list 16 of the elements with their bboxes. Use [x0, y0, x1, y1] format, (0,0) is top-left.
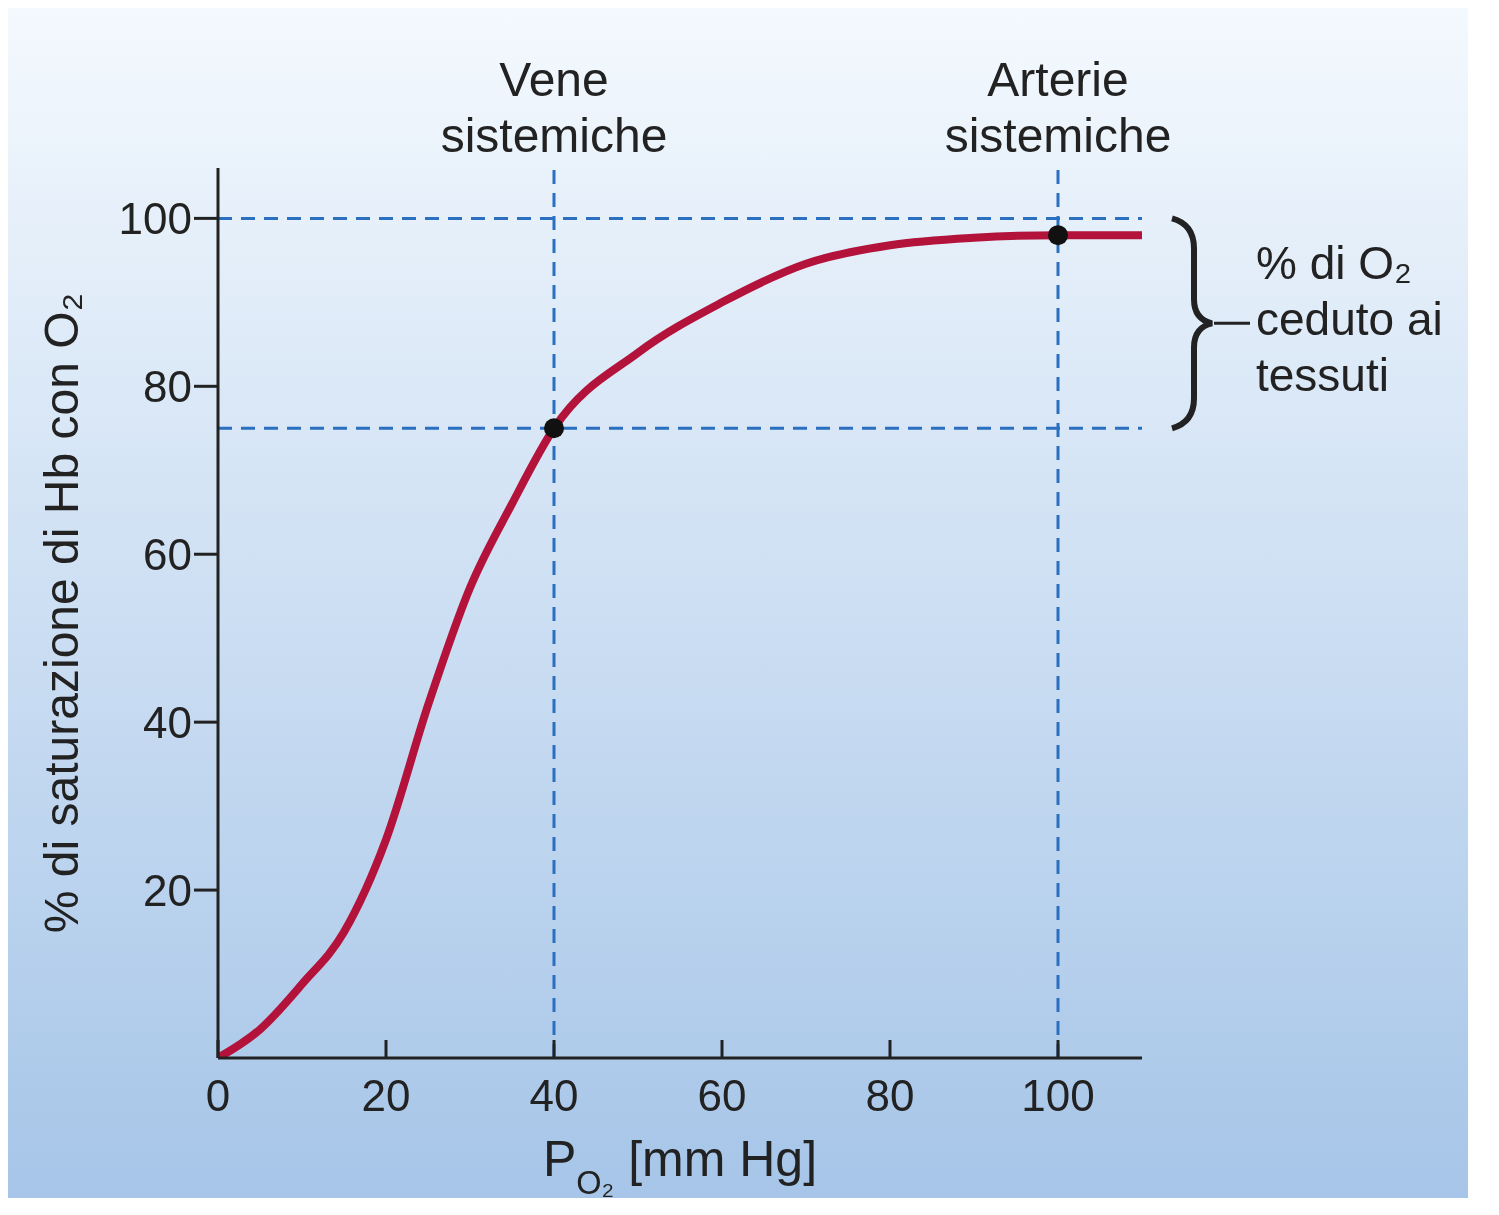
y-axis-title: % di saturazione di Hb con O₂: [35, 292, 88, 934]
y-tick-label: 80: [143, 361, 192, 411]
ref-line-label: Vene sistemiche: [440, 53, 668, 162]
x-tick-label: 0: [205, 1071, 231, 1121]
x-tick-label: 20: [361, 1071, 411, 1121]
text: % di O₂ ceduto ai tessuti: [1256, 236, 1444, 404]
x-tick-label: 100: [1021, 1071, 1095, 1121]
y-tick-label: 100: [118, 194, 192, 243]
x-tick-label: 60: [697, 1071, 747, 1121]
x-axis-title: P$_{O₂}$ [mm Hg]: [542, 1131, 818, 1201]
y-tick-label: 20: [143, 865, 192, 915]
x-tick-label: 80: [865, 1071, 915, 1121]
y-tick-label: 40: [143, 697, 192, 747]
y-tick-label: 60: [143, 529, 192, 579]
ref-line-label: Arterie sistemiche: [944, 53, 1172, 162]
x-tick-label: 40: [529, 1071, 579, 1121]
